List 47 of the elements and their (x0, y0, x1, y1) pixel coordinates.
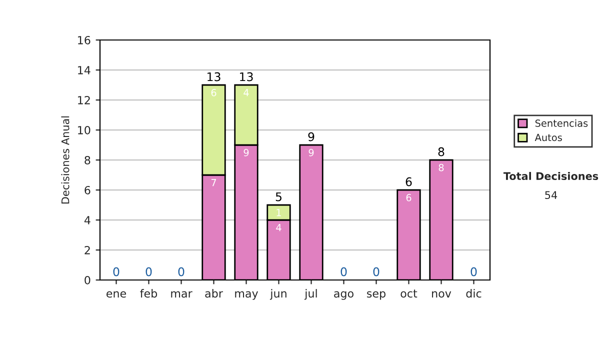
total-label: 0 (340, 267, 347, 276)
x-tick-label: mar (171, 291, 192, 298)
x-tick-label: sep (367, 291, 386, 300)
total-label: 5 (276, 192, 282, 202)
total-label: 0 (113, 267, 120, 276)
legend-label: Autos (534, 134, 562, 142)
y-tick-label: 14 (78, 66, 90, 74)
x-tick-label: feb (140, 289, 158, 298)
total-label: 13 (208, 72, 220, 82)
data-label: 6 (211, 88, 216, 96)
y-tick-label: 2 (84, 246, 90, 254)
y-tick-label: 0 (84, 276, 90, 284)
x-tick-label: jun (270, 289, 286, 300)
x-tick-label: dic (466, 289, 482, 298)
y-tick-label: 16 (78, 36, 90, 44)
x-tick-label: nov (432, 291, 452, 298)
total-label: 0 (146, 267, 152, 276)
total-label: 0 (373, 267, 380, 276)
x-tick-label: may (235, 291, 258, 300)
y-tick-label: 4 (84, 216, 90, 224)
x-tick-label: abr (205, 289, 223, 298)
data-label: 9 (308, 148, 314, 156)
legend-label: Sentencias (535, 119, 588, 127)
data-label: 6 (406, 194, 412, 202)
total-label: 13 (240, 72, 253, 82)
y-axis-title: Decisiones Anual (61, 116, 70, 204)
x-tick-label: ago (334, 291, 354, 300)
x-tick-label: oct (400, 290, 418, 298)
total-label: 0 (470, 267, 477, 276)
data-label: 4 (276, 224, 282, 232)
total-label: 0 (178, 267, 184, 276)
x-tick-label: jul (304, 289, 317, 300)
y-tick-label: 8 (84, 156, 90, 164)
data-label: 9 (244, 148, 249, 156)
total-label: 8 (438, 147, 444, 156)
data-label: 7 (211, 179, 216, 186)
y-tick-label: 10 (78, 126, 90, 134)
data-label: 1 (276, 209, 281, 216)
data-label: 8 (438, 164, 444, 172)
x-tick-label: ene (106, 291, 126, 298)
y-tick-label: 12 (78, 96, 90, 104)
text: Total Decisiones (503, 172, 598, 180)
total-label: 6 (406, 177, 412, 186)
total-label: 9 (308, 132, 314, 142)
y-tick-label: 6 (84, 186, 90, 194)
text: 54 (545, 191, 558, 200)
data-label: 4 (244, 89, 249, 96)
